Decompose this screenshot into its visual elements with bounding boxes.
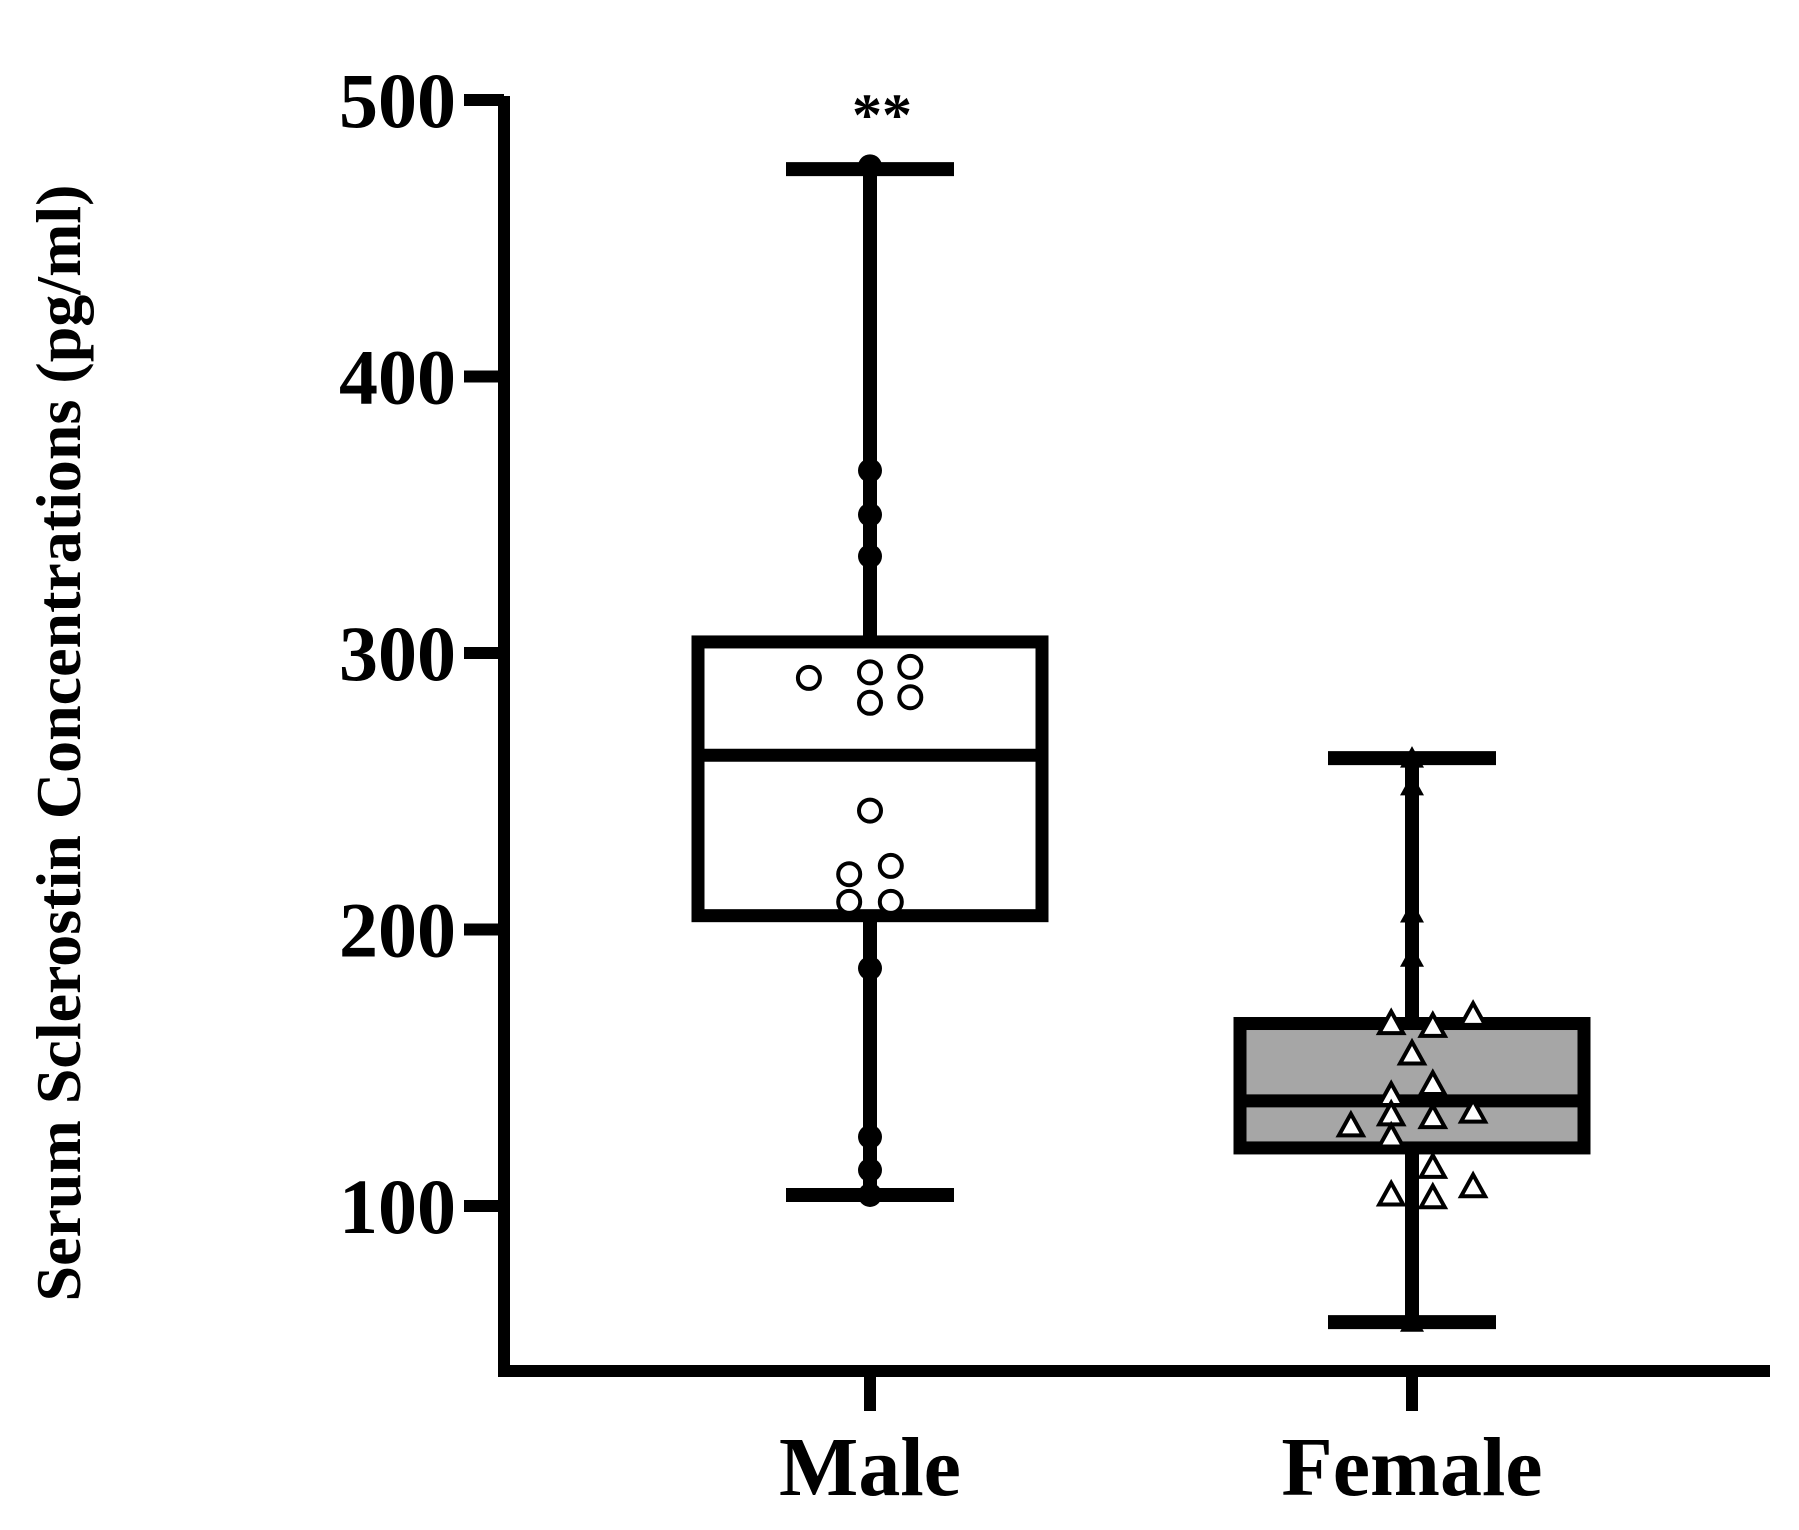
significance-annotation: ** [852, 82, 912, 148]
x-category-label: Female [1281, 1421, 1542, 1514]
x-category-label: Male [779, 1421, 961, 1514]
data-point-circle [877, 852, 904, 879]
data-point-triangle [1417, 1151, 1449, 1179]
data-point-circle [857, 659, 883, 686]
data-point-triangle [1417, 1068, 1449, 1096]
data-point-circle [858, 458, 882, 483]
box-iqr [691, 635, 1049, 923]
y-tick-label: 100 [339, 1163, 456, 1250]
data-point-circle [858, 502, 882, 527]
data-point-triangle [1375, 1178, 1407, 1207]
y-ticks: 100 200 300 400 500 [339, 57, 1418, 1411]
y-tick-label: 300 [339, 610, 456, 697]
data-point-triangle [1417, 1181, 1449, 1210]
data-point-triangle [1400, 1310, 1424, 1332]
data-point-triangle [1400, 900, 1424, 923]
data-point-circle [877, 888, 904, 915]
data-points [795, 154, 1489, 1332]
data-point-circle [858, 1158, 882, 1183]
box-plots [691, 162, 1591, 1330]
y-axis-title: Serum Sclerostin Concentrations (pg/ml) [23, 185, 94, 1302]
box-iqr [1233, 1017, 1591, 1155]
data-point-circle [858, 154, 882, 179]
data-point-circle [858, 1124, 882, 1149]
data-point-circle [858, 956, 882, 981]
data-point-triangle [1375, 1120, 1407, 1149]
data-point-circle [897, 653, 924, 680]
data-point-circle [795, 664, 822, 691]
data-point-triangle [1400, 945, 1424, 967]
data-point-triangle [1457, 1170, 1489, 1199]
data-point-triangle [1457, 999, 1489, 1027]
data-point-circle [858, 544, 882, 569]
data-point-triangle [1417, 1101, 1449, 1130]
data-point-circle [897, 684, 924, 711]
data-point-triangle [1396, 1037, 1428, 1066]
data-point-triangle [1400, 746, 1424, 768]
labels: Serum Sclerostin Concentrations (pg/ml) … [23, 82, 1543, 1514]
y-tick-label: 200 [339, 887, 456, 974]
data-point-circle [858, 1182, 882, 1207]
y-tick-label: 500 [339, 57, 456, 144]
data-point-circle [857, 689, 883, 716]
data-point-triangle [1335, 1109, 1367, 1138]
y-tick-label: 400 [339, 334, 456, 421]
axes [498, 96, 1770, 1377]
data-point-circle [836, 888, 863, 915]
data-point-circle [836, 861, 863, 888]
data-point-circle [857, 797, 883, 824]
data-point-triangle [1457, 1095, 1489, 1124]
data-point-triangle [1400, 773, 1424, 796]
data-point-triangle [1375, 1007, 1407, 1036]
data-point-triangle [1417, 1010, 1449, 1038]
